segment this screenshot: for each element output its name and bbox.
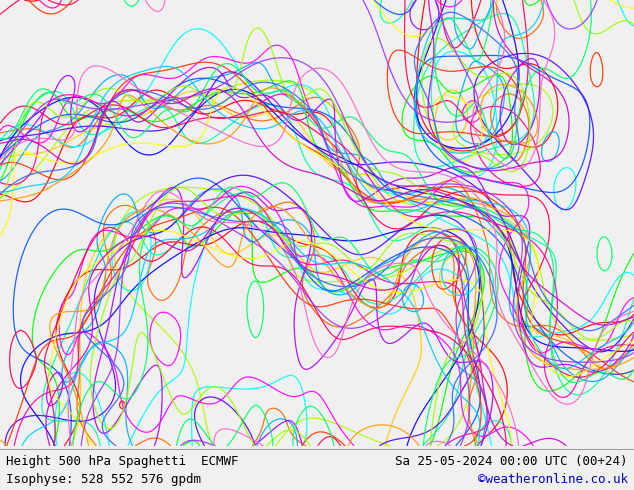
Text: Height 500 hPa Spaghetti  ECMWF: Height 500 hPa Spaghetti ECMWF (6, 455, 239, 468)
Text: Sa 25-05-2024 00:00 UTC (00+24): Sa 25-05-2024 00:00 UTC (00+24) (395, 455, 628, 468)
Text: Isophyse: 528 552 576 gpdm: Isophyse: 528 552 576 gpdm (6, 472, 202, 486)
Text: ©weatheronline.co.uk: ©weatheronline.co.uk (477, 472, 628, 486)
